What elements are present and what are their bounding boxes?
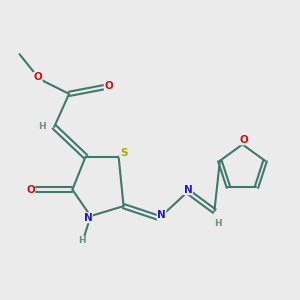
Text: O: O xyxy=(240,135,248,145)
Text: N: N xyxy=(184,184,192,195)
Text: O: O xyxy=(104,81,113,91)
Text: O: O xyxy=(33,72,42,82)
Text: H: H xyxy=(214,219,221,228)
Text: N: N xyxy=(157,210,166,220)
Text: S: S xyxy=(120,148,127,158)
Text: N: N xyxy=(83,213,92,223)
Text: O: O xyxy=(26,184,35,195)
Text: H: H xyxy=(79,236,86,245)
Text: H: H xyxy=(38,122,46,131)
